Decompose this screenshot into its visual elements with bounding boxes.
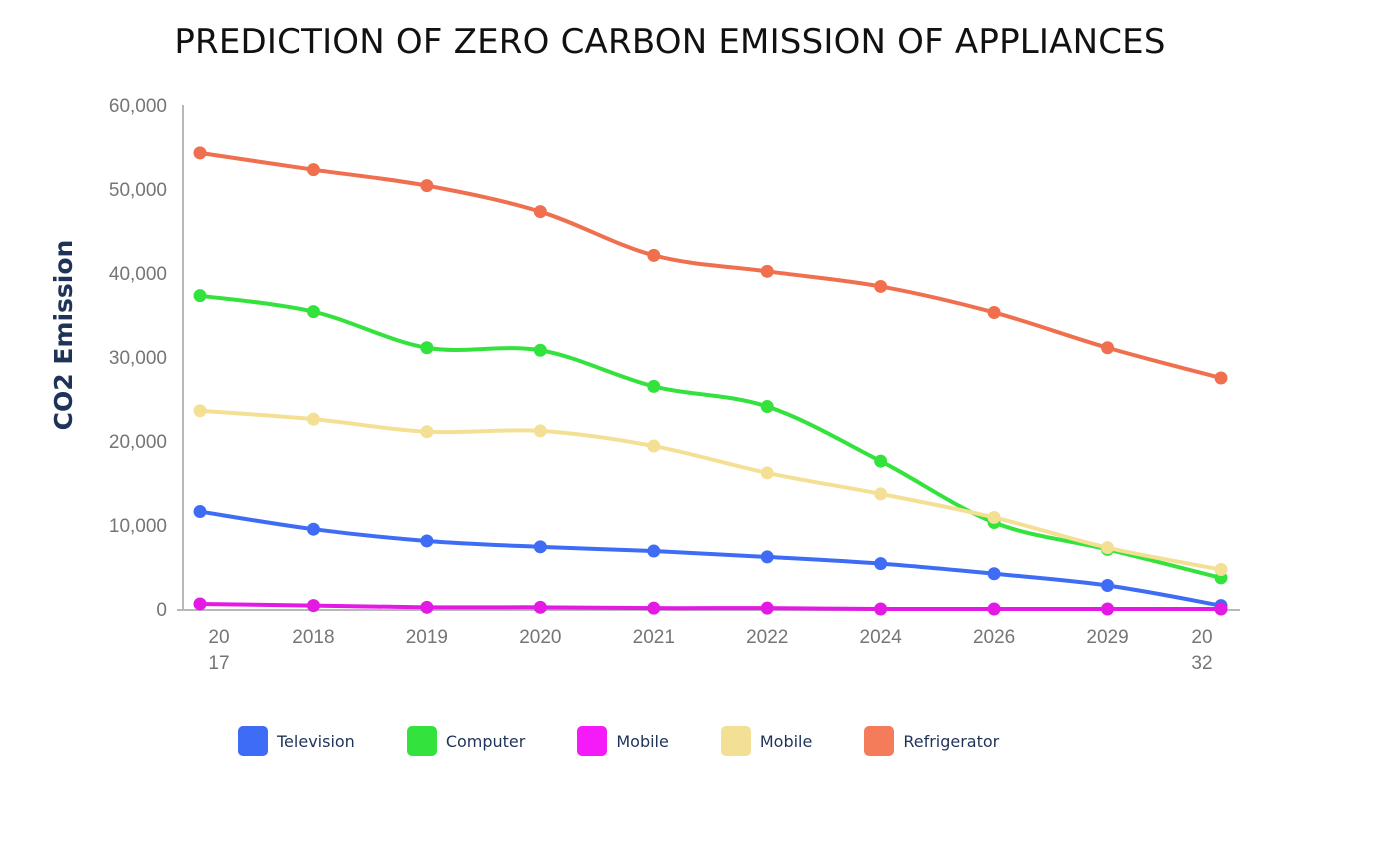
data-point[interactable] (306, 412, 320, 426)
series-line (198, 601, 1223, 612)
legend-item[interactable]: Refrigerator (864, 726, 999, 756)
data-point[interactable] (647, 439, 661, 453)
data-point[interactable] (647, 601, 661, 615)
legend-label: Mobile (616, 731, 669, 751)
data-point[interactable] (306, 522, 320, 536)
series-refrigerator-0 (193, 146, 1228, 385)
data-point[interactable] (760, 601, 774, 615)
x-tick-label: 2022 (746, 627, 788, 648)
y-tick-label: 50,000 (109, 180, 167, 201)
x-tick-label: 2024 (860, 627, 903, 648)
data-point[interactable] (193, 404, 207, 418)
data-point[interactable] (193, 146, 207, 160)
x-tick-label: 2029 (1086, 627, 1128, 648)
legend: Television Computer Mobile Mobile Refrigerat… (238, 724, 1051, 758)
series-line (198, 509, 1223, 608)
data-point[interactable] (533, 205, 547, 219)
data-point[interactable] (760, 466, 774, 480)
series-line (198, 408, 1223, 572)
data-point[interactable] (1101, 578, 1115, 592)
chart-title: PREDICTION OF ZERO CARBON EMISSION OF AP… (174, 22, 1166, 62)
y-axis-title: CO2 Emission (49, 240, 78, 431)
data-point[interactable] (1101, 541, 1115, 555)
data-point[interactable] (533, 540, 547, 554)
data-point[interactable] (647, 544, 661, 558)
y-tick-label: 10,000 (109, 516, 167, 537)
legend-item[interactable]: Mobile (720, 726, 813, 756)
series-line (198, 293, 1223, 580)
legend-swatch (720, 726, 751, 756)
data-point[interactable] (306, 599, 320, 613)
legend-item[interactable]: Television (238, 726, 355, 756)
data-point[interactable] (987, 510, 1001, 524)
series-television-3 (193, 505, 1228, 613)
series-mobile-4 (193, 597, 1228, 616)
data-point[interactable] (1214, 371, 1228, 385)
data-point[interactable] (533, 424, 547, 438)
data-point[interactable] (420, 534, 434, 548)
y-tick-label: 30,000 (109, 348, 167, 369)
data-point[interactable] (874, 454, 888, 468)
data-point[interactable] (874, 602, 888, 616)
data-point[interactable] (647, 248, 661, 262)
data-point[interactable] (874, 279, 888, 293)
data-point[interactable] (1214, 602, 1228, 616)
data-point[interactable] (420, 179, 434, 193)
y-tick-label: 40,000 (109, 264, 167, 285)
y-tick-label: 20,000 (109, 432, 167, 453)
data-point[interactable] (987, 305, 1001, 319)
data-point[interactable] (193, 505, 207, 519)
data-point[interactable] (1214, 563, 1228, 577)
legend-item[interactable]: Computer (406, 726, 526, 756)
data-point[interactable] (1101, 602, 1115, 616)
x-tick-label: 2019 (406, 627, 448, 648)
legend-label: Mobile (759, 731, 813, 751)
legend-label: Television (277, 731, 355, 751)
data-point[interactable] (193, 289, 207, 303)
x-tick-label: 2018 (292, 627, 334, 648)
legend-swatch (238, 726, 268, 756)
data-point[interactable] (987, 567, 1001, 581)
data-point[interactable] (420, 341, 434, 355)
y-tick-label: 60,000 (109, 96, 167, 117)
data-point[interactable] (874, 487, 888, 501)
data-point[interactable] (420, 600, 434, 614)
data-point[interactable] (874, 557, 888, 571)
legend-swatch (406, 726, 437, 756)
data-point[interactable] (533, 343, 547, 357)
data-point[interactable] (760, 264, 774, 278)
data-point[interactable] (987, 602, 1001, 616)
data-point[interactable] (306, 305, 320, 319)
data-point[interactable] (760, 400, 774, 414)
x-tick-label: 2020 (519, 627, 561, 648)
series-mobile-2 (193, 404, 1228, 577)
data-point[interactable] (647, 379, 661, 393)
data-point[interactable] (1101, 341, 1115, 355)
x-tick-label: 2021 (633, 627, 675, 648)
data-point[interactable] (760, 550, 774, 564)
y-tick-label: 0 (156, 600, 167, 621)
data-point[interactable] (193, 597, 207, 611)
series-line (198, 150, 1223, 380)
x-tick-label: 20 32 (1191, 627, 1212, 674)
legend-label: Computer (445, 731, 526, 751)
data-point[interactable] (533, 600, 547, 614)
data-point[interactable] (420, 425, 434, 439)
x-tick-label: 20 17 (208, 627, 229, 674)
legend-label: Refrigerator (903, 731, 1000, 751)
x-tick-label: 2026 (973, 627, 1015, 648)
data-point[interactable] (306, 163, 320, 177)
legend-swatch (864, 726, 895, 756)
legend-item[interactable]: Mobile (577, 726, 669, 756)
legend-swatch (577, 726, 608, 756)
